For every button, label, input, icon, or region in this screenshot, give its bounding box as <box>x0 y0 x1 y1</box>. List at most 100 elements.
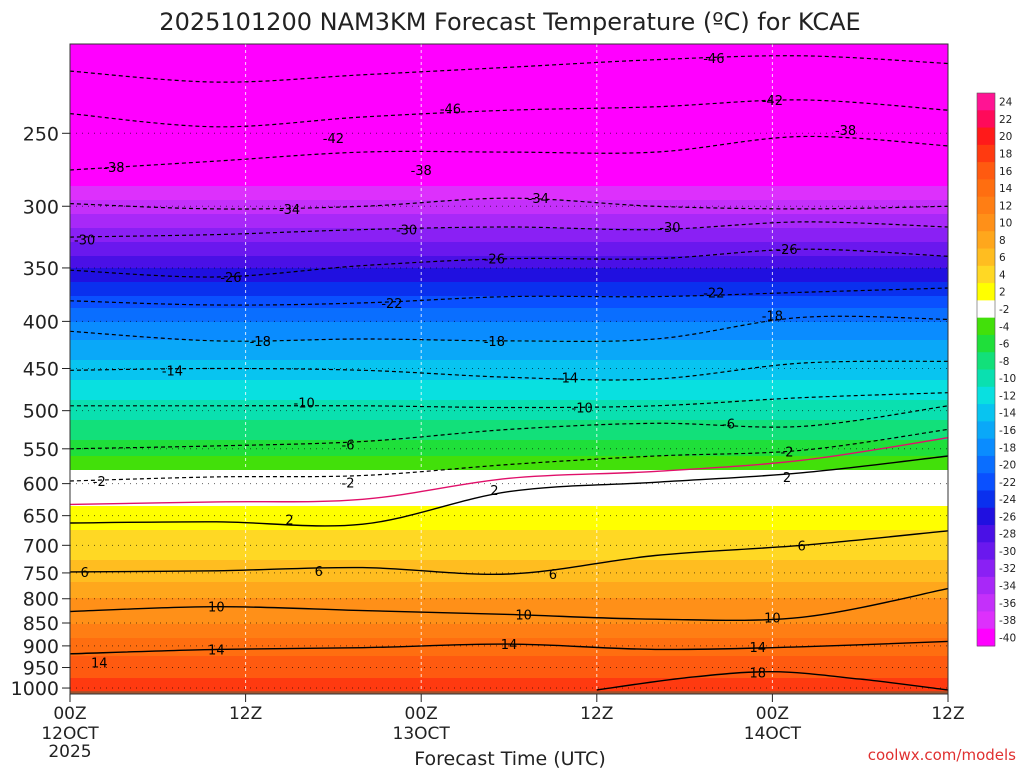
shade-band <box>70 474 948 477</box>
colorbar-label: 20 <box>999 131 1012 143</box>
shade-band <box>70 586 948 589</box>
contour-label: -18 <box>762 309 783 324</box>
shade-band <box>70 236 948 239</box>
shade-band <box>70 102 948 105</box>
shade-band <box>70 246 948 249</box>
colorbar-swatch <box>977 421 995 440</box>
shade-band <box>70 200 948 203</box>
shade-band <box>70 514 948 517</box>
contour-line-14 <box>69 640 949 655</box>
colorbar-label: -2 <box>999 304 1009 316</box>
shade-band <box>70 390 948 393</box>
shade-band <box>70 610 948 613</box>
contour-label: 14 <box>208 643 225 658</box>
contour-label: 6 <box>549 568 557 583</box>
y-tick-label: 800 <box>23 589 59 611</box>
shade-band <box>70 446 948 449</box>
shade-band <box>70 630 948 633</box>
colorbar-label: 14 <box>999 183 1013 195</box>
y-tick-label: 250 <box>23 123 59 145</box>
contour-label: -38 <box>103 161 124 176</box>
colorbar-swatch <box>977 213 995 232</box>
colorbar-swatch <box>977 93 995 111</box>
shade-band <box>70 476 948 479</box>
contour-line-0 <box>69 437 949 506</box>
shade-band <box>70 324 948 327</box>
colorbar-label: 6 <box>999 252 1006 264</box>
colorbar-label: -4 <box>999 321 1010 333</box>
shade-band <box>70 58 948 61</box>
x-tick-label: 00Z <box>53 704 86 724</box>
shade-band <box>70 330 948 333</box>
colorbar-label: -26 <box>999 511 1016 523</box>
shade-band <box>70 440 948 443</box>
shade-band <box>70 68 948 71</box>
shade-band <box>70 360 948 363</box>
y-tick-label: 750 <box>23 563 59 585</box>
colorbar-label: -38 <box>999 615 1016 627</box>
contour-line-m22 <box>69 287 949 306</box>
shade-band <box>70 350 948 353</box>
shade-band <box>70 116 948 119</box>
y-tick-label: 300 <box>23 196 59 218</box>
shade-band <box>70 574 948 577</box>
contour-label: 6 <box>80 566 88 581</box>
shade-band <box>70 312 948 315</box>
contour-label: -10 <box>294 397 315 412</box>
shade-band <box>70 550 948 553</box>
shade-band <box>70 136 948 139</box>
shade-band <box>70 140 948 143</box>
shade-band <box>70 218 948 221</box>
colorbar-label: -28 <box>999 529 1016 541</box>
shade-band <box>70 562 948 565</box>
shade-band <box>70 424 948 427</box>
colorbar-swatch <box>977 369 995 388</box>
shade-band <box>70 658 948 661</box>
shade-band <box>70 166 948 169</box>
contour-label: 2 <box>285 513 293 528</box>
contour-label: -22 <box>703 286 724 301</box>
shade-band <box>70 256 948 259</box>
shade-band <box>70 180 948 183</box>
shade-band <box>70 532 948 535</box>
shade-band <box>70 250 948 253</box>
shade-band <box>70 606 948 609</box>
shade-band <box>70 388 948 391</box>
shade-band <box>70 362 948 365</box>
colorbar-label: 2 <box>999 287 1006 299</box>
shade-band <box>70 208 948 211</box>
shade-band <box>70 334 948 337</box>
shade-band <box>70 242 948 245</box>
shade-band <box>70 296 948 299</box>
shade-band <box>70 554 948 557</box>
shade-band <box>70 364 948 367</box>
shade-band <box>70 462 948 465</box>
contour-label: 6 <box>798 539 806 554</box>
shade-band <box>70 332 948 335</box>
colorbar-swatch <box>977 162 995 180</box>
x-tick-date: 12OCT <box>41 724 99 744</box>
shade-band <box>70 278 948 281</box>
shade-band <box>70 336 948 339</box>
shade-band <box>70 254 948 257</box>
x-tick-label: 12Z <box>931 704 964 724</box>
shade-band <box>70 676 948 679</box>
shade-band <box>70 146 948 149</box>
colorbar-label: -30 <box>999 546 1016 558</box>
contour-label: 10 <box>208 601 225 616</box>
shade-band <box>70 340 948 343</box>
shade-band <box>70 220 948 223</box>
shade-band <box>70 64 948 67</box>
shade-band <box>70 528 948 531</box>
credit-text[interactable]: coolwx.com/models <box>868 746 1016 764</box>
shade-band <box>70 564 948 567</box>
y-tick-label: 500 <box>23 401 59 423</box>
shade-band <box>70 352 948 355</box>
shade-band <box>70 436 948 439</box>
shade-band <box>70 228 948 231</box>
shade-band <box>70 78 948 81</box>
shade-band <box>70 652 948 655</box>
shade-band <box>70 176 948 179</box>
colorbar-swatch <box>977 525 995 543</box>
colorbar-swatch <box>977 490 995 509</box>
